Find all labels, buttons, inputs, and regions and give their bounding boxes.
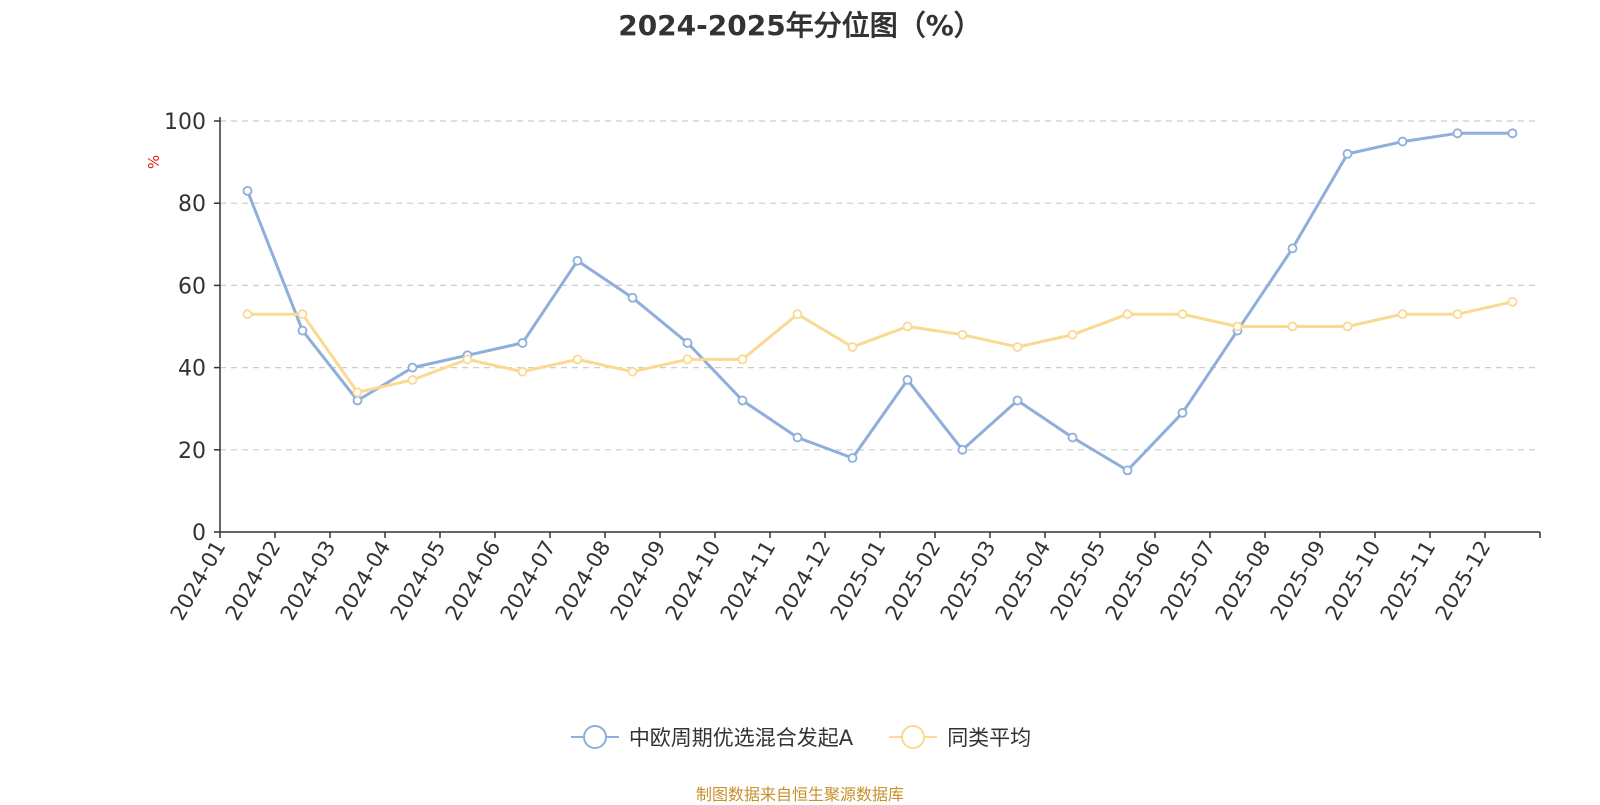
data-point — [1067, 432, 1078, 443]
data-point — [1012, 395, 1023, 406]
series-lines — [242, 128, 1518, 476]
data-point — [517, 366, 528, 377]
data-point — [1397, 136, 1408, 147]
data-point — [627, 292, 638, 303]
data-point — [352, 387, 363, 398]
data-point — [627, 366, 638, 377]
grid-lines — [220, 120, 1540, 451]
data-point — [1012, 342, 1023, 352]
legend-label: 同类平均 — [947, 726, 1032, 750]
data-point — [1287, 321, 1298, 332]
x-tick-label: 2025-12 — [1431, 537, 1496, 625]
data-point — [682, 338, 693, 348]
legend-symbol — [889, 725, 938, 749]
legend-symbol — [570, 725, 619, 749]
data-point — [792, 309, 803, 320]
data-point — [462, 354, 473, 365]
legend-marker — [901, 725, 926, 749]
source-note: 制图数据来自恒生聚源数据库 — [695, 785, 904, 804]
series-line-2 — [247, 300, 1513, 394]
data-point — [957, 444, 968, 455]
y-tick-label: 20 — [178, 439, 206, 464]
y-tick-label: 80 — [178, 192, 206, 217]
data-point — [1122, 465, 1133, 476]
legend-item-2[interactable]: 同类平均 — [887, 722, 1031, 752]
data-point — [1067, 329, 1078, 340]
data-point — [407, 362, 418, 373]
data-point — [1452, 128, 1463, 139]
data-point — [517, 338, 528, 348]
data-point — [352, 395, 363, 406]
data-point — [847, 453, 858, 463]
data-point — [242, 185, 253, 196]
data-point — [1507, 128, 1518, 139]
data-point — [737, 395, 748, 406]
data-point — [957, 329, 968, 340]
legend-marker — [582, 725, 607, 749]
y-tick-label: 60 — [178, 274, 206, 299]
legend: 中欧周期优选混合发起A 同类平均 — [0, 722, 1600, 752]
data-point — [737, 354, 748, 365]
data-point — [682, 354, 693, 365]
data-point — [1507, 296, 1518, 307]
data-point — [572, 255, 583, 266]
series-line-1 — [246, 131, 1513, 472]
y-tick-label: 40 — [178, 357, 206, 382]
y-tick-label: 0 — [192, 521, 206, 546]
data-point — [1397, 309, 1408, 320]
data-point — [1342, 321, 1353, 332]
data-point — [242, 309, 253, 320]
data-point — [847, 342, 858, 352]
data-point — [297, 325, 308, 336]
data-point — [1232, 321, 1243, 332]
data-point — [1452, 309, 1463, 320]
data-point — [792, 432, 803, 443]
legend-item-1[interactable]: 中欧周期优选混合发起A — [569, 722, 853, 752]
data-point — [1177, 407, 1188, 418]
y-tick-label: 100 — [164, 110, 206, 135]
data-point — [1342, 148, 1353, 159]
data-point — [902, 375, 913, 385]
data-point — [407, 375, 418, 385]
chart-title: 2024-2025年分位图（%） — [618, 9, 982, 42]
data-point — [1287, 243, 1298, 254]
y-axis-label: % — [145, 155, 163, 169]
data-point — [1177, 309, 1188, 320]
data-point — [902, 321, 913, 332]
legend-label: 中欧周期优选混合发起A — [628, 726, 854, 750]
data-point — [572, 354, 583, 365]
data-point — [1122, 309, 1133, 320]
data-point — [297, 309, 308, 320]
